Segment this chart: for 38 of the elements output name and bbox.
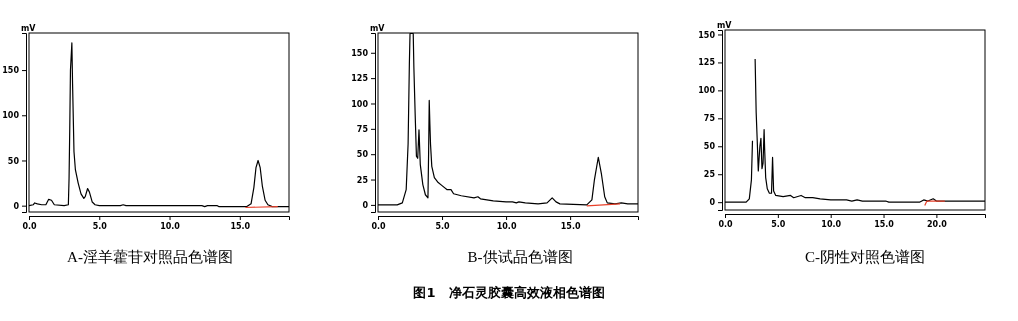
y-tick-label: 75: [356, 124, 369, 134]
y-tick-label: 25: [356, 175, 369, 185]
x-tick-label: 10.0: [821, 219, 842, 229]
x-tick-label: 10.0: [496, 221, 517, 231]
y-axis-title: mV: [717, 21, 733, 30]
x-tick-label: 15.0: [560, 221, 581, 231]
y-tick-label: 0: [362, 200, 369, 210]
x-tick-label: 5.0: [92, 221, 108, 231]
y-tick-label: 25: [703, 170, 716, 180]
y-tick-label: 50: [356, 150, 369, 160]
x-tick-label: 0.0: [371, 221, 387, 231]
y-tick-label: 100: [698, 86, 716, 96]
y-tick-label: 100: [2, 111, 20, 121]
x-tick-label: 20.0: [927, 219, 948, 229]
x-tick-label: 0.0: [718, 219, 734, 229]
y-tick-label: 0: [709, 198, 716, 208]
text: C-阴性对照色谱图: [805, 249, 925, 265]
y-tick-label: 100: [351, 99, 369, 109]
y-tick-label: 0: [13, 201, 20, 211]
y-tick-label: 150: [2, 66, 20, 76]
y-tick-label: 125: [351, 74, 369, 84]
text: A-淫羊藿苷对照品色谱图: [67, 249, 233, 265]
y-tick-label: 50: [703, 142, 716, 152]
x-tick-label: 5.0: [771, 219, 786, 229]
y-tick-label: 50: [7, 156, 20, 166]
x-tick-label: 15.0: [230, 221, 251, 231]
x-tick-label: 15.0: [874, 219, 895, 229]
y-tick-label: 125: [698, 58, 716, 68]
caption: 图1 净石灵胶囊高效液相色谱图: [413, 285, 605, 300]
x-tick-label: 0.0: [22, 221, 38, 231]
y-tick-label: 75: [703, 114, 716, 124]
x-tick-label: 10.0: [160, 221, 181, 231]
y-axis-title: mV: [370, 24, 386, 33]
text: B-供试品色谱图: [467, 249, 573, 265]
x-tick-label: 5.0: [435, 221, 451, 231]
y-tick-label: 150: [698, 30, 716, 40]
y-tick-label: 150: [351, 48, 369, 58]
y-axis-title: mV: [21, 24, 37, 33]
